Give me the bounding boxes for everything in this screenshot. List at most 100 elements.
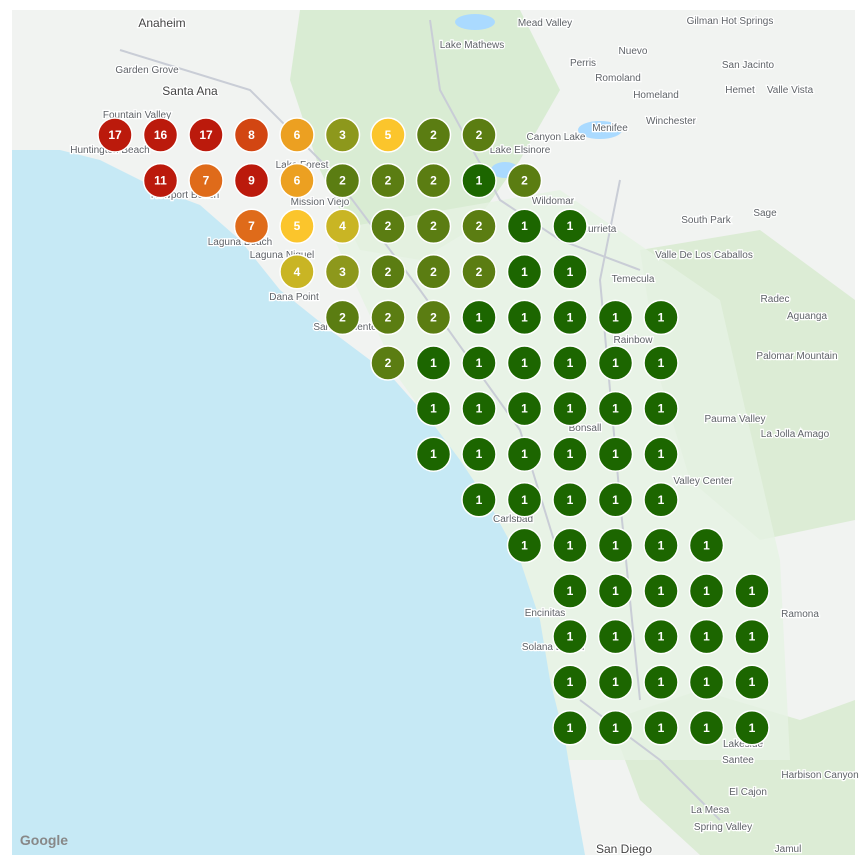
cluster-marker[interactable]: 1 [506, 482, 543, 518]
cluster-marker[interactable]: 1 [461, 436, 497, 472]
cluster-marker[interactable]: 1 [506, 299, 543, 336]
cluster-marker[interactable]: 1 [597, 436, 634, 472]
cluster-marker[interactable]: 1 [643, 527, 679, 564]
cluster-marker[interactable]: 1 [688, 710, 725, 746]
cluster-marker[interactable]: 1 [643, 710, 679, 746]
cluster-marker[interactable]: 1 [552, 436, 588, 472]
cluster-marker[interactable]: 1 [597, 573, 634, 609]
cluster-marker[interactable]: 2 [324, 162, 361, 199]
cluster-marker[interactable]: 2 [415, 299, 452, 336]
cluster-count: 1 [749, 721, 756, 735]
cluster-marker[interactable]: 1 [506, 527, 543, 564]
cluster-marker[interactable]: 1 [734, 664, 770, 700]
place-label: Gilman Hot Springs [687, 16, 774, 27]
cluster-marker[interactable]: 1 [734, 573, 770, 609]
cluster-marker[interactable]: 1 [552, 527, 588, 564]
cluster-marker[interactable]: 1 [643, 345, 679, 381]
cluster-marker[interactable]: 11 [142, 162, 179, 199]
cluster-marker[interactable]: 1 [506, 345, 543, 381]
cluster-marker[interactable]: 7 [233, 208, 270, 244]
cluster-marker[interactable]: 1 [415, 436, 452, 472]
cluster-marker[interactable]: 17 [188, 117, 224, 153]
cluster-marker[interactable]: 3 [324, 254, 361, 290]
cluster-marker[interactable]: 1 [643, 390, 679, 427]
cluster-marker[interactable]: 1 [597, 299, 634, 336]
cluster-marker[interactable]: 1 [643, 482, 679, 518]
cluster-marker[interactable]: 1 [415, 345, 452, 381]
cluster-marker[interactable]: 2 [370, 299, 406, 336]
cluster-marker[interactable]: 1 [597, 345, 634, 381]
cluster-marker[interactable]: 9 [233, 162, 270, 199]
cluster-marker[interactable]: 1 [688, 664, 725, 700]
cluster-marker[interactable]: 1 [461, 482, 497, 518]
cluster-marker[interactable]: 1 [734, 710, 770, 746]
cluster-marker[interactable]: 1 [461, 299, 497, 336]
cluster-marker[interactable]: 1 [597, 710, 634, 746]
cluster-marker[interactable]: 1 [552, 573, 588, 609]
cluster-marker[interactable]: 7 [188, 162, 224, 199]
cluster-marker[interactable]: 2 [415, 208, 452, 244]
cluster-circle [552, 527, 588, 564]
cluster-count: 1 [612, 356, 619, 370]
cluster-marker[interactable]: 1 [643, 436, 679, 472]
cluster-marker[interactable]: 2 [415, 117, 452, 153]
cluster-marker[interactable]: 1 [597, 527, 634, 564]
cluster-circle [552, 390, 588, 427]
cluster-circle [415, 117, 452, 153]
cluster-marker[interactable]: 1 [461, 162, 497, 199]
cluster-marker[interactable]: 1 [734, 618, 770, 655]
cluster-marker[interactable]: 5 [279, 208, 315, 244]
cluster-count: 1 [749, 630, 756, 644]
cluster-marker[interactable]: 1 [552, 482, 588, 518]
cluster-marker[interactable]: 1 [461, 390, 497, 427]
cluster-marker[interactable]: 2 [415, 254, 452, 290]
cluster-marker[interactable]: 1 [552, 208, 588, 244]
cluster-marker[interactable]: 1 [552, 390, 588, 427]
cluster-marker[interactable]: 1 [506, 208, 543, 244]
cluster-marker[interactable]: 1 [643, 573, 679, 609]
cluster-marker[interactable]: 4 [279, 254, 315, 290]
cluster-marker[interactable]: 1 [597, 482, 634, 518]
cluster-marker[interactable]: 1 [461, 345, 497, 381]
cluster-marker[interactable]: 6 [279, 117, 315, 153]
cluster-marker[interactable]: 1 [597, 390, 634, 427]
cluster-marker[interactable]: 1 [552, 618, 588, 655]
cluster-marker[interactable]: 2 [461, 117, 497, 153]
cluster-marker[interactable]: 1 [552, 299, 588, 336]
cluster-marker[interactable]: 2 [415, 162, 452, 199]
cluster-circle [688, 618, 725, 655]
cluster-marker[interactable]: 2 [370, 345, 406, 381]
cluster-marker[interactable]: 1 [552, 345, 588, 381]
cluster-marker[interactable]: 2 [461, 208, 497, 244]
cluster-marker[interactable]: 3 [324, 117, 361, 153]
cluster-marker[interactable]: 1 [643, 664, 679, 700]
cluster-marker[interactable]: 17 [97, 117, 133, 153]
cluster-marker[interactable]: 2 [370, 208, 406, 244]
cluster-marker[interactable]: 1 [552, 664, 588, 700]
place-label: San Jacinto [722, 60, 775, 71]
cluster-marker[interactable]: 2 [324, 299, 361, 336]
cluster-marker[interactable]: 1 [506, 254, 543, 290]
cluster-marker[interactable]: 1 [688, 573, 725, 609]
cluster-marker[interactable]: 2 [370, 162, 406, 199]
cluster-marker[interactable]: 2 [370, 254, 406, 290]
cluster-marker[interactable]: 1 [415, 390, 452, 427]
cluster-marker[interactable]: 2 [506, 162, 543, 199]
cluster-marker[interactable]: 2 [461, 254, 497, 290]
cluster-marker[interactable]: 1 [688, 618, 725, 655]
cluster-marker[interactable]: 8 [233, 117, 270, 153]
cluster-marker[interactable]: 16 [142, 117, 179, 153]
cluster-marker[interactable]: 1 [597, 618, 634, 655]
cluster-marker[interactable]: 1 [597, 664, 634, 700]
cluster-marker[interactable]: 4 [324, 208, 361, 244]
cluster-marker[interactable]: 5 [370, 117, 406, 153]
cluster-marker[interactable]: 1 [506, 390, 543, 427]
cluster-marker[interactable]: 1 [552, 710, 588, 746]
cluster-marker[interactable]: 6 [279, 162, 315, 199]
cluster-marker[interactable]: 1 [643, 618, 679, 655]
cluster-count: 3 [339, 265, 346, 279]
cluster-marker[interactable]: 1 [552, 254, 588, 290]
cluster-marker[interactable]: 1 [643, 299, 679, 336]
cluster-marker[interactable]: 1 [688, 527, 725, 564]
cluster-marker[interactable]: 1 [506, 436, 543, 472]
